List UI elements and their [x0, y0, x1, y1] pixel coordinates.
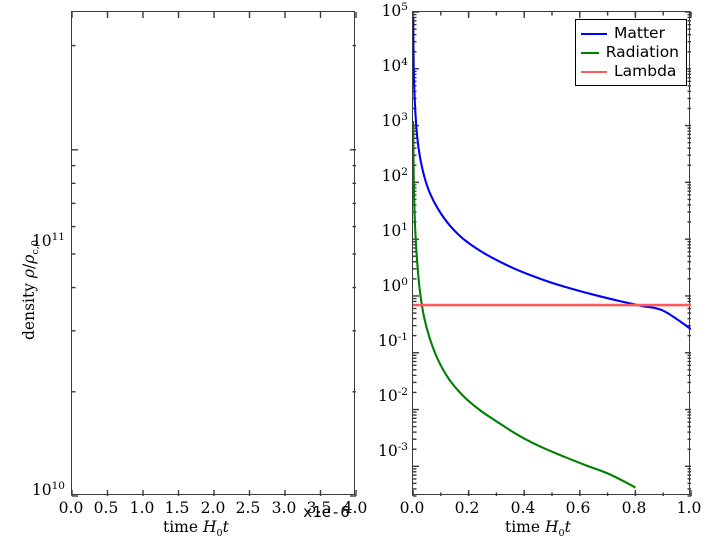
legend-swatch-matter — [581, 32, 607, 35]
right-xtick-1: 0.2 — [454, 499, 480, 517]
left-xaxis-label: time H0t — [163, 518, 229, 539]
left-yaxis-label: density ρ/ρc,0 — [20, 240, 42, 340]
right-ytick-1em3: 10-3 — [378, 440, 408, 460]
right-xtick-2: 0.4 — [510, 499, 536, 517]
left-xtick-2: 1.0 — [129, 499, 155, 517]
left-plot-curves — [71, 12, 357, 497]
left-xtick-8: 4.0 — [342, 499, 368, 517]
right-ytick-1e1: 101 — [381, 220, 408, 240]
right-ytick-1em1: 10-1 — [378, 330, 408, 350]
left-xtick-5: 2.5 — [235, 499, 261, 517]
right-ytick-1e3: 103 — [381, 110, 408, 130]
right-xtick-0: 0.0 — [399, 499, 425, 517]
right-ytick-1e2: 102 — [381, 165, 408, 185]
legend-label-lambda: Lambda — [614, 62, 677, 80]
left-xaxis-offset-text: x1e-6 — [303, 503, 350, 521]
legend-swatch-radiation — [581, 51, 599, 54]
right-plot-axes — [412, 11, 692, 497]
left-xtick-0: 0.0 — [58, 499, 84, 517]
legend-item-matter: Matter — [581, 24, 679, 43]
left-plot-axes — [71, 11, 357, 497]
right-xtick-5: 1.0 — [676, 499, 702, 517]
left-ytick-1e10: 1010 — [31, 479, 65, 499]
left-xtick-6: 3.0 — [271, 499, 297, 517]
right-xtick-4: 0.8 — [621, 499, 647, 517]
left-xtick-4: 2.0 — [200, 499, 226, 517]
legend-item-radiation: Radiation — [581, 43, 679, 62]
left-xtick-7: 3.5 — [306, 499, 332, 517]
right-ytick-1e5: 105 — [381, 0, 408, 20]
legend-label-radiation: Radiation — [605, 43, 679, 61]
right-ytick-1em2: 10-2 — [378, 385, 408, 405]
legend-label-matter: Matter — [614, 24, 665, 42]
legend: Matter Radiation Lambda — [575, 19, 687, 86]
series-radiation — [413, 121, 636, 489]
left-ytick-1e11: 1011 — [31, 230, 65, 250]
right-plot-curves — [412, 11, 692, 497]
series-matter — [413, 17, 691, 331]
right-xaxis-label: time H0t — [505, 518, 571, 539]
legend-item-lambda: Lambda — [581, 62, 679, 81]
legend-swatch-lambda — [581, 70, 607, 73]
right-xtick-3: 0.6 — [565, 499, 591, 517]
left-xtick-3: 1.5 — [164, 499, 190, 517]
right-ytick-1e4: 104 — [381, 55, 408, 75]
left-xtick-1: 0.5 — [93, 499, 119, 517]
right-ytick-1e0: 100 — [381, 275, 408, 295]
